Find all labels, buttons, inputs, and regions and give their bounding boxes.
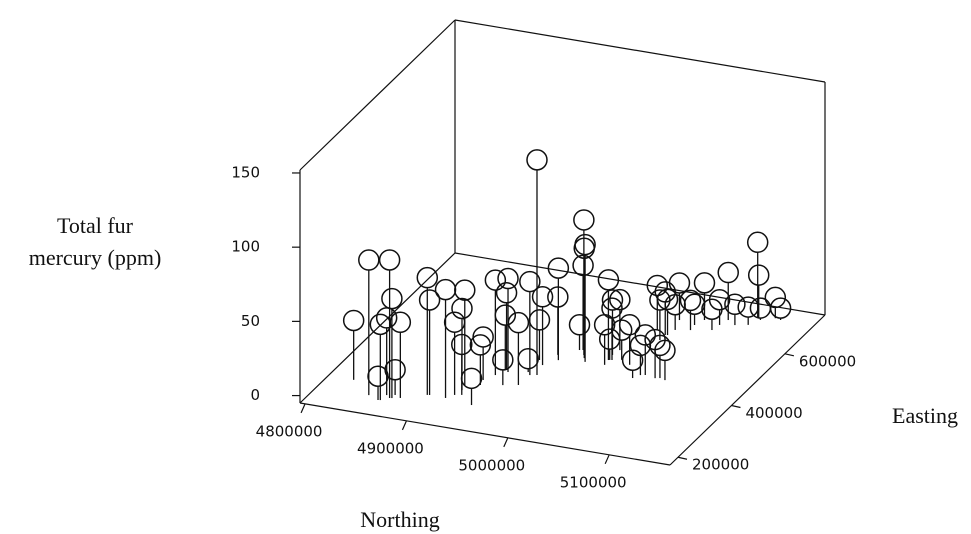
y-tick — [784, 353, 795, 357]
point — [495, 282, 518, 304]
point — [683, 293, 706, 315]
x-tick-label: 5000000 — [458, 456, 525, 474]
point — [484, 269, 507, 291]
point — [737, 296, 759, 318]
point — [389, 311, 412, 334]
point — [568, 314, 591, 336]
point — [526, 149, 548, 171]
z-tick-label: 150 — [231, 163, 260, 181]
point — [381, 287, 403, 310]
point — [708, 288, 731, 311]
point — [634, 324, 657, 346]
point — [764, 286, 787, 309]
point — [769, 297, 792, 319]
box-edge — [669, 314, 826, 466]
x-tick — [503, 437, 509, 448]
box-edge — [299, 402, 671, 466]
point — [342, 309, 365, 332]
box-edge — [299, 252, 456, 404]
x-tick-label: 5100000 — [560, 473, 627, 491]
x-tick-label: 4800000 — [256, 422, 323, 440]
box-edge — [299, 19, 456, 171]
point — [443, 311, 466, 333]
point — [610, 319, 633, 341]
x-axis-title: Northing — [360, 507, 439, 532]
point — [574, 233, 596, 256]
point — [724, 293, 746, 316]
x-tick — [604, 454, 610, 465]
point — [747, 264, 770, 286]
point — [656, 288, 679, 311]
y-tick-label: 200000 — [692, 456, 749, 474]
point — [746, 231, 769, 254]
z-tick-label: 50 — [241, 312, 260, 330]
point — [717, 261, 739, 284]
point — [609, 288, 631, 311]
z-tick-label: 0 — [250, 386, 260, 404]
y-tick-label: 600000 — [799, 352, 856, 370]
point — [434, 278, 457, 301]
point — [519, 270, 541, 293]
point — [618, 313, 641, 336]
point — [358, 249, 380, 271]
z-axis-title: mercury (ppm) — [29, 245, 162, 270]
point — [492, 349, 514, 371]
point — [547, 286, 569, 308]
x-tick — [300, 403, 306, 414]
x-tick-label: 4900000 — [357, 439, 424, 457]
point — [621, 349, 644, 371]
y-tick-label: 400000 — [745, 404, 802, 422]
point — [378, 249, 401, 271]
point — [451, 297, 473, 320]
z-tick-label: 100 — [231, 238, 260, 256]
point — [418, 289, 441, 311]
point — [531, 286, 554, 308]
point — [528, 309, 551, 331]
point — [451, 333, 473, 356]
point — [375, 307, 398, 329]
point — [517, 347, 539, 370]
point — [601, 289, 624, 311]
point — [573, 209, 595, 231]
box-edge — [454, 252, 826, 316]
point — [597, 269, 620, 291]
point — [416, 266, 439, 289]
point — [454, 279, 476, 301]
point — [369, 313, 392, 336]
x-tick — [401, 420, 407, 431]
point — [646, 274, 669, 297]
y-tick — [731, 404, 741, 409]
z-axis-title: Total fur — [57, 213, 134, 238]
point — [654, 339, 676, 362]
point — [547, 257, 570, 279]
y-axis-title: Easting — [892, 403, 958, 428]
point — [572, 254, 594, 277]
point — [749, 297, 772, 319]
point — [507, 311, 530, 334]
point — [668, 272, 691, 294]
point — [460, 367, 483, 390]
point — [469, 334, 492, 356]
point — [593, 314, 616, 336]
point — [598, 328, 621, 350]
point — [384, 358, 406, 381]
point — [649, 334, 671, 357]
y-tick — [677, 456, 688, 460]
box-edge — [454, 19, 826, 83]
point — [693, 272, 716, 294]
point — [494, 304, 517, 326]
point — [679, 289, 702, 312]
point — [497, 267, 519, 290]
